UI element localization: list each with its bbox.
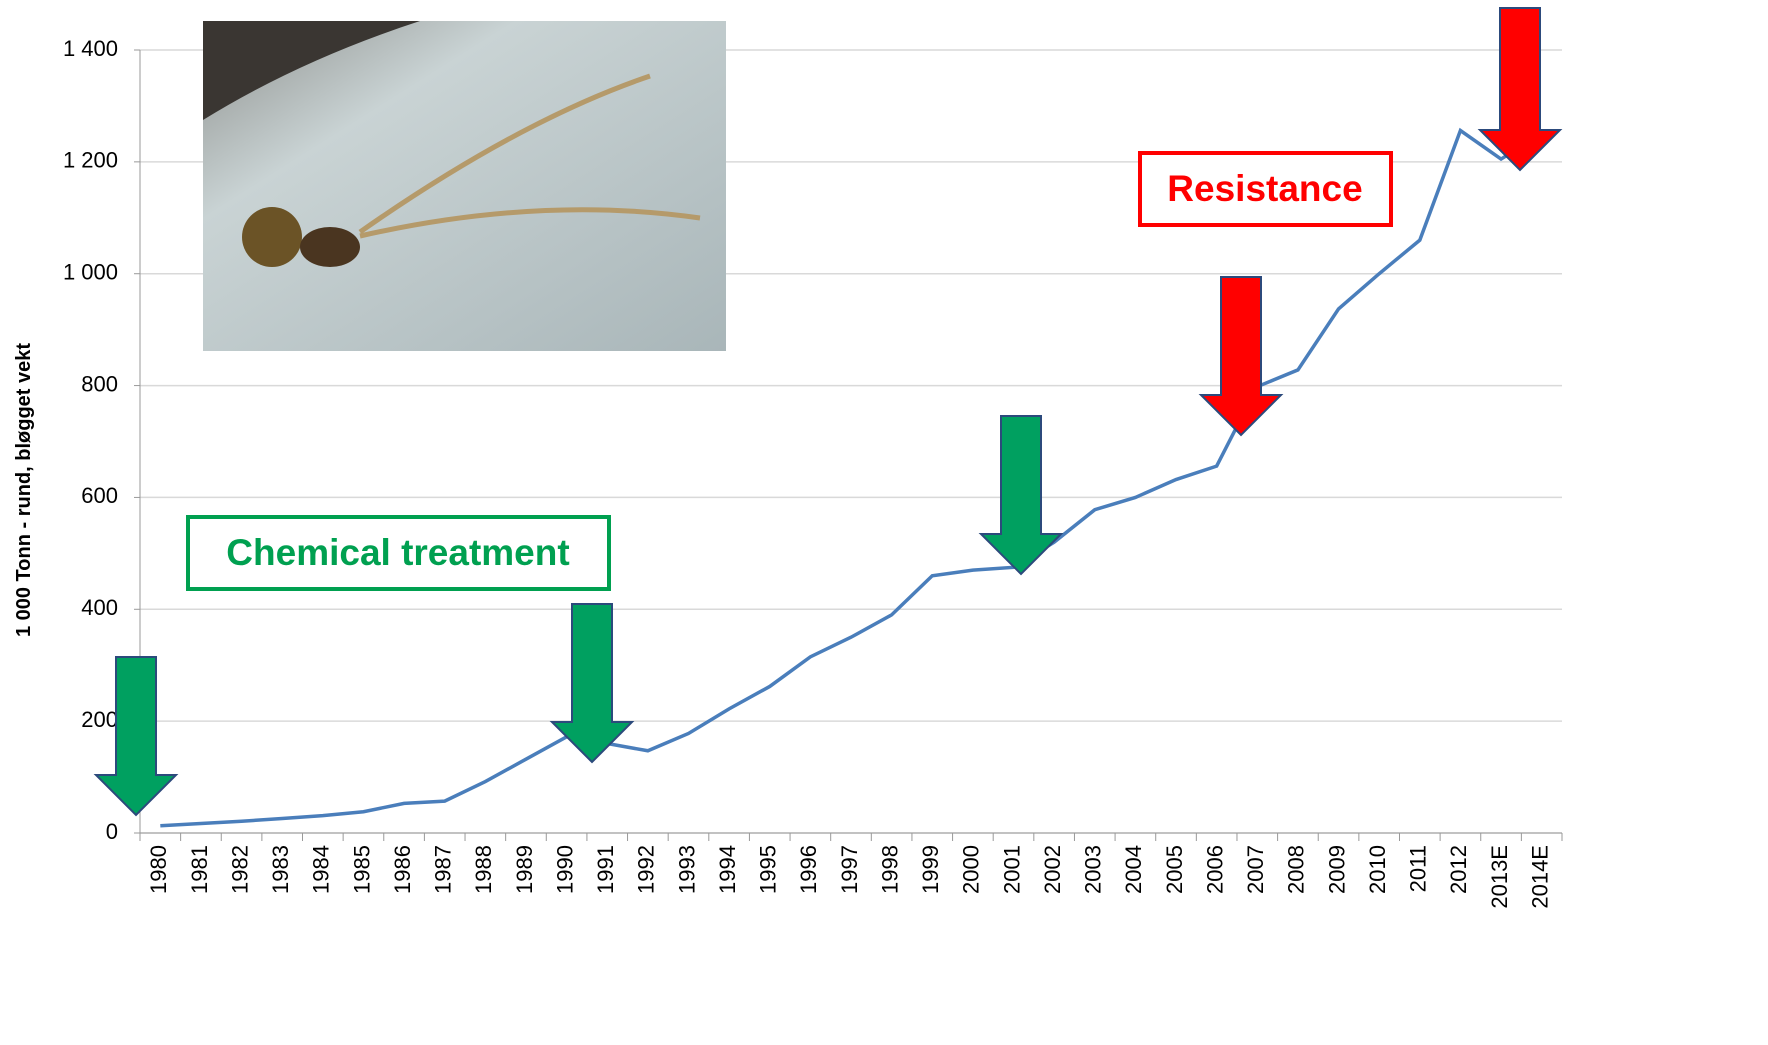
annotation: Resistance — [1167, 168, 1362, 209]
x-tick-label: 1992 — [634, 845, 659, 894]
x-tick-label: 2000 — [959, 845, 984, 894]
y-tick-label: 1 400 — [63, 36, 118, 61]
x-tick-label: 1980 — [146, 845, 171, 894]
y-tick-label: 1 000 — [63, 260, 118, 285]
x-tick-label: 2006 — [1202, 845, 1227, 894]
x-tick-label: 1982 — [227, 845, 252, 894]
x-tick-label: 2004 — [1121, 845, 1146, 894]
x-tick-label: 1990 — [552, 845, 577, 894]
y-tick-label: 600 — [81, 483, 118, 508]
x-tick-label: 2003 — [1081, 845, 1106, 894]
arrow — [1198, 276, 1284, 437]
x-tick-label: 1983 — [268, 845, 293, 894]
x-tick-label: 2014E — [1527, 845, 1552, 909]
arrow — [549, 603, 635, 764]
x-tick-label: 1994 — [715, 845, 740, 894]
y-axis-label: 1 000 Tonn - rund, bløgget vekt — [13, 343, 35, 637]
x-tick-label: 1993 — [674, 845, 699, 894]
x-tick-label: 2012 — [1446, 845, 1471, 894]
x-tick-label: 2008 — [1284, 845, 1309, 894]
annotation-box — [1138, 151, 1393, 227]
x-tick-label: 1998 — [877, 845, 902, 894]
x-tick-label: 2005 — [1162, 845, 1187, 894]
arrow — [1477, 7, 1563, 172]
x-tick-label: 1996 — [796, 845, 821, 894]
y-tick-label: 1 200 — [63, 148, 118, 173]
photo — [203, 21, 726, 351]
x-tick-label: 1986 — [390, 845, 415, 894]
x-tick-label: 2007 — [1243, 845, 1268, 894]
x-tick-label: 1988 — [471, 845, 496, 894]
x-tick-label: 1985 — [349, 845, 374, 894]
x-tick-label: 2009 — [1324, 845, 1349, 894]
arrow — [978, 415, 1064, 576]
x-tick-label: 1984 — [309, 845, 334, 894]
x-tick-label: 2011 — [1406, 845, 1431, 892]
x-tick-label: 2013E — [1487, 845, 1512, 909]
x-tick-label: 2001 — [999, 845, 1024, 894]
arrow — [93, 656, 179, 817]
x-tick-label: 2002 — [1040, 845, 1065, 894]
y-tick-label: 400 — [81, 595, 118, 620]
x-tick-label: 1999 — [918, 845, 943, 894]
line — [160, 127, 1543, 828]
y-tick-label: 0 — [106, 819, 118, 844]
x-tick-label: 1997 — [837, 845, 862, 894]
x-tick-label: 1981 — [187, 845, 212, 894]
y-tick-label: 200 — [81, 707, 118, 732]
x-tick-label: 1995 — [756, 845, 781, 894]
x-tick-label: 1987 — [431, 845, 456, 894]
x-tick-label: 1991 — [593, 845, 618, 894]
annotation: Chemical treatment — [226, 532, 569, 573]
x-tick-label: 1989 — [512, 845, 537, 894]
x-tick-label: 2010 — [1365, 845, 1390, 894]
y-tick-label: 800 — [81, 371, 118, 396]
annotation-box — [186, 515, 611, 591]
